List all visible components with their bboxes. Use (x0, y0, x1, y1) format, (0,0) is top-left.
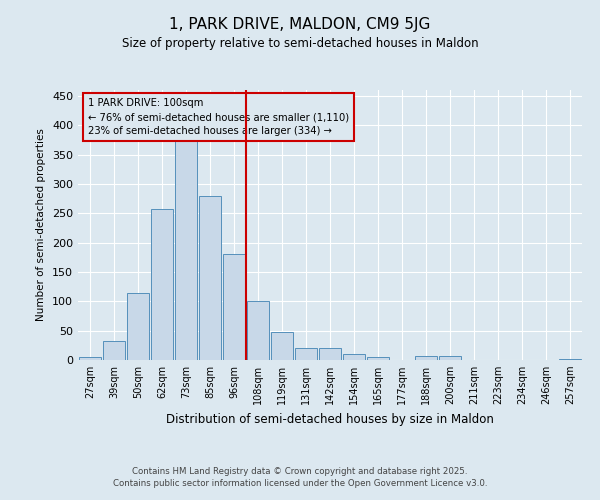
Bar (151, 208, 173, 360)
Bar (247, 302, 269, 360)
Bar (559, 359, 581, 360)
Bar (271, 332, 293, 360)
Bar (439, 356, 461, 360)
Bar (103, 341, 125, 360)
Bar (343, 354, 365, 360)
Bar (319, 348, 341, 360)
Bar (223, 254, 245, 360)
Bar (79, 357, 101, 360)
Text: 1 PARK DRIVE: 100sqm
← 76% of semi-detached houses are smaller (1,110)
23% of se: 1 PARK DRIVE: 100sqm ← 76% of semi-detac… (88, 98, 349, 136)
Bar (367, 357, 389, 360)
Text: Size of property relative to semi-detached houses in Maldon: Size of property relative to semi-detach… (122, 38, 478, 51)
Bar (199, 196, 221, 360)
Bar (415, 356, 437, 360)
Text: 1, PARK DRIVE, MALDON, CM9 5JG: 1, PARK DRIVE, MALDON, CM9 5JG (169, 18, 431, 32)
Bar (175, 140, 197, 360)
Text: Contains HM Land Registry data © Crown copyright and database right 2025.
Contai: Contains HM Land Registry data © Crown c… (113, 466, 487, 487)
Y-axis label: Number of semi-detached properties: Number of semi-detached properties (37, 128, 46, 322)
Bar (295, 348, 317, 360)
X-axis label: Distribution of semi-detached houses by size in Maldon: Distribution of semi-detached houses by … (166, 412, 494, 426)
Bar (127, 292, 149, 360)
